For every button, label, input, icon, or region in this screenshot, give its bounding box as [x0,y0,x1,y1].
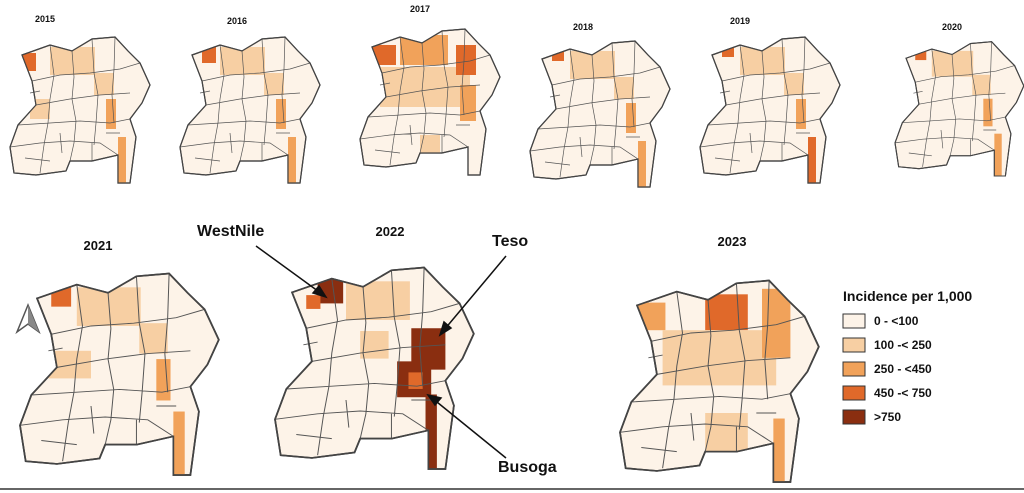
region [784,73,804,95]
year-label: 2019 [730,16,750,26]
year-label: 2021 [84,238,113,253]
region [808,137,816,183]
region [972,74,991,96]
region [408,372,423,389]
legend-swatch [842,385,866,401]
year-label: 2018 [573,22,593,32]
map [894,41,1024,177]
region [264,73,284,95]
compass [15,303,41,335]
region [983,98,993,127]
region [662,330,777,386]
legend-label: 100 -< 250 [874,338,932,352]
year-label: 2016 [227,16,247,26]
legend-label: 250 - <450 [874,362,932,376]
legend-swatch [842,337,866,353]
year-label: 2023 [718,234,747,249]
map [179,36,321,184]
legend-swatch [842,409,866,425]
region [288,137,296,183]
region [173,411,185,475]
year-label: 2022 [376,224,405,239]
region [51,281,72,307]
legend: Incidence per 1,000 0 - <100 100 -< 250 25… [842,288,972,425]
map [699,36,841,184]
region [762,288,791,358]
legend-label: 450 -< 750 [874,386,932,400]
arrows [255,245,507,459]
map [9,36,151,184]
region [372,45,396,65]
region [614,77,634,99]
legend-swatch [842,313,866,329]
legend-swatch [842,361,866,377]
year-label: 2020 [942,22,962,32]
region [626,103,636,133]
region [346,281,410,320]
map-row-top [9,28,1024,188]
region [106,99,116,129]
region [276,99,286,129]
map [359,28,501,176]
annotation: WestNile [197,223,264,240]
region [705,294,748,331]
annotation: Teso [492,233,528,250]
region [425,394,437,469]
region [139,323,168,354]
map [619,279,820,483]
legend-title: Incidence per 1,000 [843,288,972,304]
region [994,133,1002,176]
year-label: 2017 [410,4,430,14]
region [156,359,171,401]
region [118,137,126,183]
region [456,45,476,75]
region [796,99,806,129]
map [274,266,475,470]
region [420,135,440,155]
region [94,73,114,95]
map [529,40,671,188]
legend-label: >750 [874,410,901,424]
year-label: 2015 [35,14,55,24]
region [306,295,321,309]
map [19,272,220,476]
annotation: Busoga [498,459,557,476]
region [638,141,646,187]
legend-label: 0 - <100 [874,314,919,328]
region [317,273,344,304]
region [773,418,785,482]
